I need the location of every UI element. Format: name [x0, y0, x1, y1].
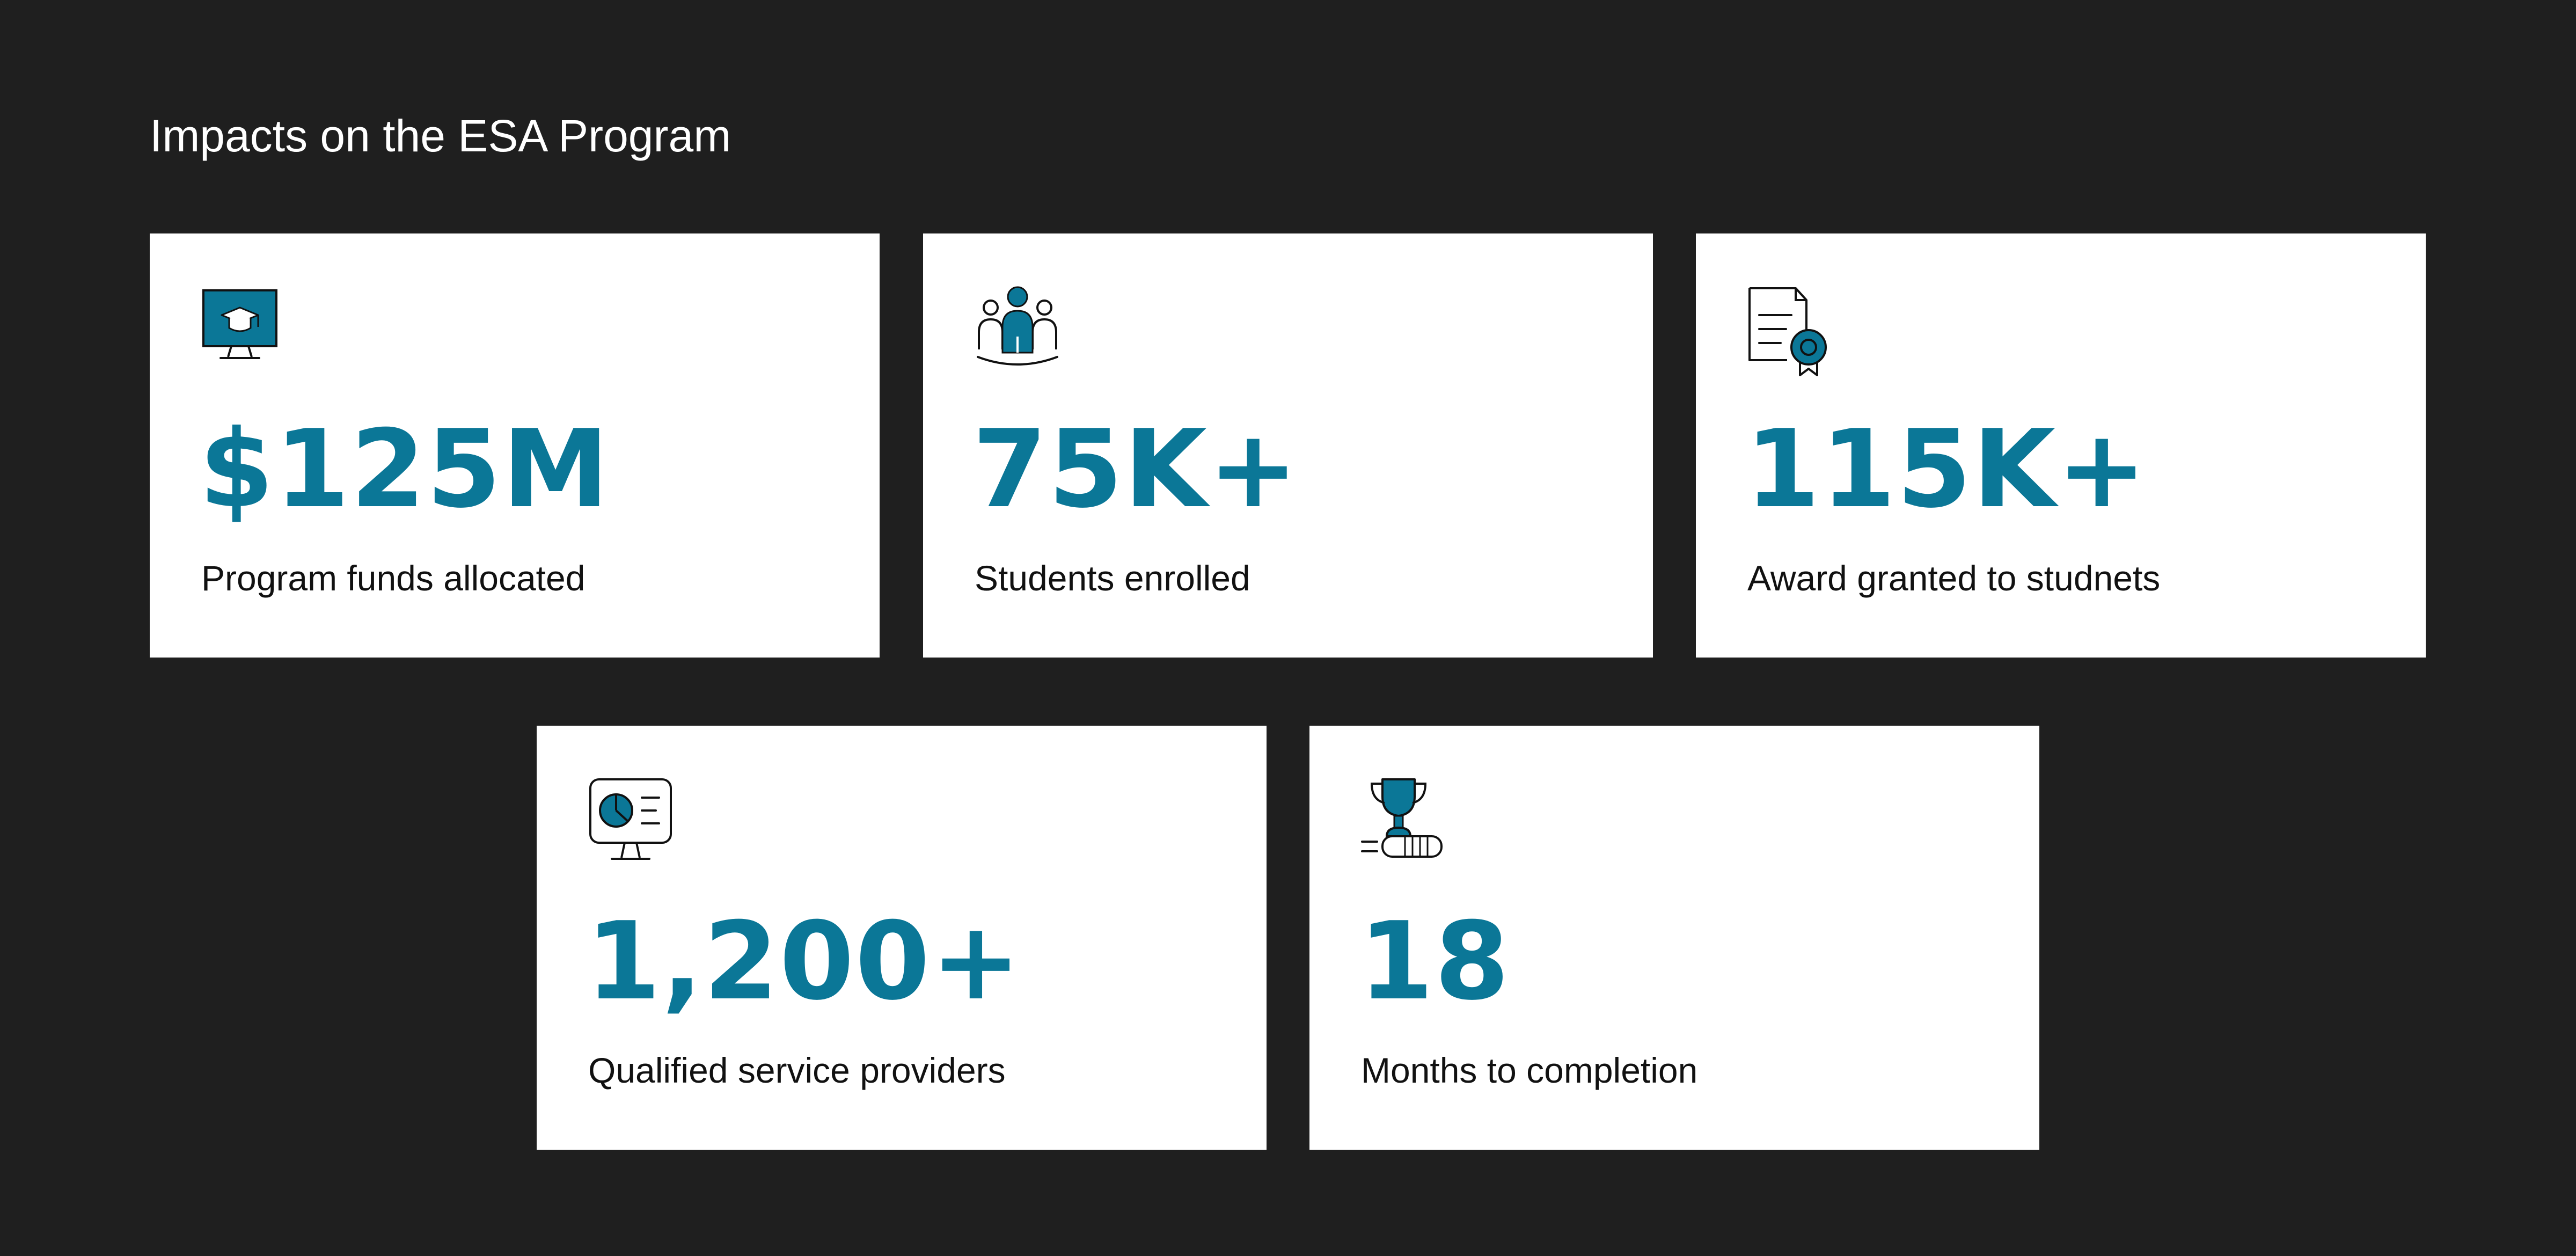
stat-label: Months to completion	[1361, 1050, 1698, 1090]
stat-label: Program funds allocated	[201, 558, 586, 598]
stat-value: $125M	[199, 407, 610, 532]
trophy-books-icon	[1361, 777, 1452, 868]
stat-card-program-funds: $125M Program funds allocated	[150, 233, 880, 658]
stat-value: 115K+	[1745, 407, 2148, 532]
stat-value: 1,200+	[586, 899, 1022, 1024]
stat-card-months-to-completion: 18 Months to completion	[1309, 726, 2039, 1150]
stat-label: Students enrolled	[975, 558, 1250, 598]
stat-label: Qualified service providers	[588, 1050, 1006, 1090]
stat-card-students-enrolled: 75K+ Students enrolled	[923, 233, 1653, 658]
students-group-icon	[975, 285, 1066, 376]
stat-card-awards-granted: 115K+ Award granted to studnets	[1696, 233, 2426, 658]
monitor-graduation-cap-icon	[201, 285, 292, 376]
certificate-award-icon	[1747, 285, 1839, 376]
presentation-monitor-chart-icon	[588, 777, 679, 868]
stat-value: 75K+	[972, 407, 1299, 532]
stat-label: Award granted to studnets	[1747, 558, 2161, 598]
page-title: Impacts on the ESA Program	[150, 111, 731, 161]
stat-value: 18	[1359, 899, 1511, 1024]
stat-card-service-providers: 1,200+ Qualified service providers	[537, 726, 1267, 1150]
